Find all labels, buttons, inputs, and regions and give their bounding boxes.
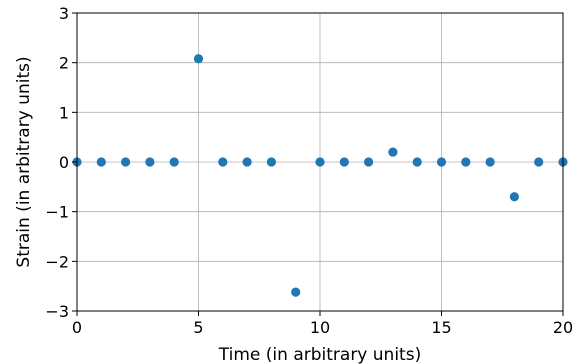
x-tick-label: 5 bbox=[193, 318, 203, 337]
y-tick-label: 3 bbox=[59, 4, 69, 23]
y-axis-label: Strain (in arbitrary units) bbox=[14, 56, 34, 267]
data-point bbox=[461, 157, 471, 167]
data-point bbox=[96, 157, 106, 167]
data-point bbox=[339, 157, 349, 167]
y-tick-label: 1 bbox=[59, 103, 69, 122]
data-point bbox=[412, 157, 422, 167]
x-tick-label: 10 bbox=[310, 318, 330, 337]
y-tick-label: −1 bbox=[45, 203, 69, 222]
data-point bbox=[485, 157, 495, 167]
x-tick-label: 0 bbox=[72, 318, 82, 337]
data-point bbox=[242, 157, 252, 167]
data-point bbox=[388, 147, 398, 157]
y-tick-label: 0 bbox=[59, 153, 69, 172]
x-tick-label: 15 bbox=[431, 318, 451, 337]
data-point bbox=[193, 54, 204, 64]
data-point bbox=[218, 157, 228, 167]
data-points bbox=[72, 54, 568, 297]
data-point bbox=[266, 157, 276, 167]
y-tick-label: −2 bbox=[45, 252, 69, 271]
data-point bbox=[315, 157, 325, 167]
axis-ticks: 0 5 10 15 20 −3 −2 −1 0 1 2 3 bbox=[45, 4, 573, 337]
y-tick-label: −3 bbox=[45, 302, 69, 321]
data-point bbox=[436, 157, 447, 167]
x-tick-label: 20 bbox=[553, 318, 573, 337]
data-point bbox=[145, 157, 155, 167]
data-point bbox=[509, 192, 519, 202]
data-point bbox=[291, 287, 301, 297]
data-point bbox=[169, 157, 179, 167]
x-axis-label: Time (in arbitrary units) bbox=[218, 345, 421, 364]
data-point bbox=[534, 157, 544, 167]
y-tick-label: 2 bbox=[59, 54, 69, 73]
data-point bbox=[121, 157, 131, 167]
data-point bbox=[364, 157, 374, 167]
